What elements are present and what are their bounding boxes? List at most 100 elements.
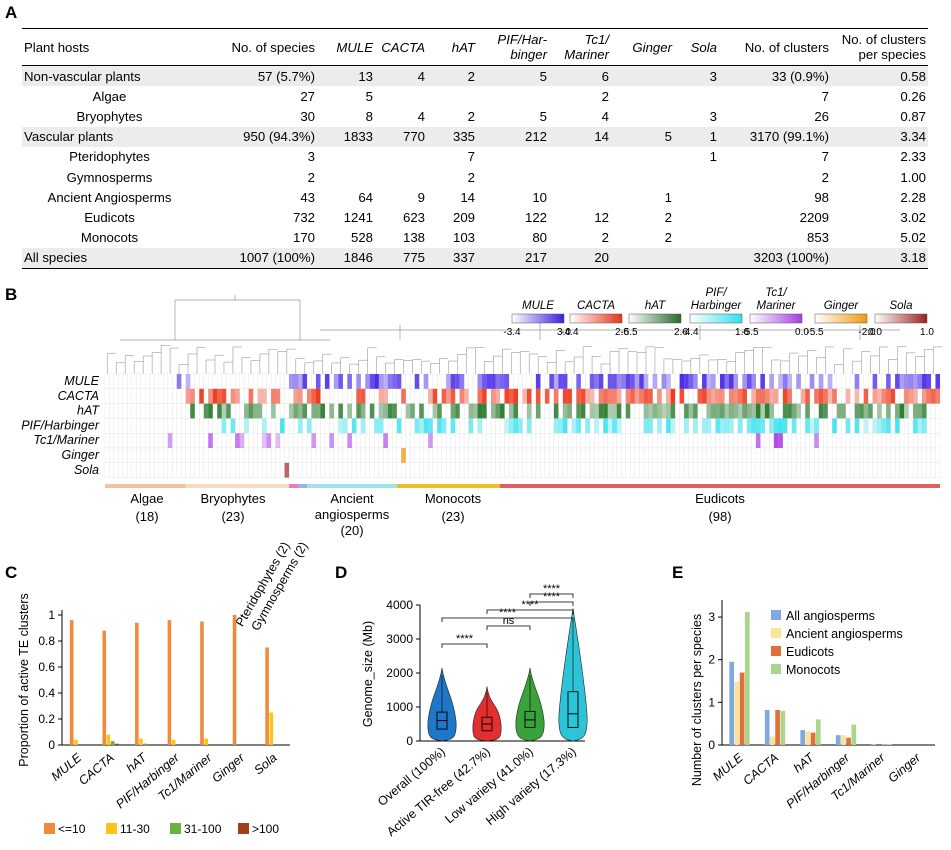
heatmap-cell-active (643, 403, 649, 419)
value-cell: 732 (292, 209, 315, 225)
legend-swatch (44, 823, 55, 834)
x-tick-label: Ginger (885, 750, 923, 785)
y-tick-label: 0.4 (38, 686, 55, 700)
heatmap-cell-active (378, 374, 384, 389)
heatmap-cell-active (607, 388, 613, 404)
heatmap-cell-active (868, 403, 873, 419)
bar (106, 734, 111, 745)
y-tick-label: 3000 (386, 632, 413, 646)
group-bar-segment (500, 484, 940, 488)
header-text: Tc1/ (584, 32, 609, 47)
table-row: Bryophytes 30 8 4 2 5 4 3 26 0.87 (22, 106, 928, 126)
group-bar-segment (298, 484, 308, 488)
x-tick-label: CACTA (740, 751, 781, 788)
value-cell: 103 (452, 230, 475, 246)
heatmap-cell-active (504, 418, 510, 434)
heatmap-cell-active (369, 374, 375, 389)
bar (805, 731, 811, 745)
heatmap-cell-active (657, 388, 662, 404)
heatmap-cell-active (913, 418, 918, 434)
y-tick-label: 0 (48, 738, 55, 752)
heatmap-cell-active (217, 403, 222, 419)
heatmap-cell-active (464, 388, 469, 404)
heatmap-cell-active (553, 374, 559, 389)
value-cell: 5 (365, 88, 373, 104)
panel-label-a: A (5, 3, 18, 22)
heatmap-cell-active (872, 374, 878, 389)
heatmap-cell-active (567, 388, 572, 404)
bar (167, 620, 172, 745)
value-cell: 14 (460, 189, 475, 205)
value-cell: 335 (427, 126, 477, 147)
heatmap-cell-active (293, 374, 299, 389)
panel-label-e: E (672, 563, 684, 582)
heatmap-cell-active (360, 418, 366, 434)
heatmap-cell-active (634, 374, 640, 389)
heatmap-cell-active (378, 388, 384, 404)
heatmap-cell-active (607, 418, 613, 434)
heatmap-cell-active (459, 388, 465, 404)
legend-min: -4.4 (561, 327, 579, 338)
heatmap-cell-active (576, 403, 581, 419)
bar (846, 737, 851, 745)
legend-label: Ancient angiosperms (786, 627, 903, 641)
value-cell: 2 (601, 88, 609, 104)
bar (102, 630, 107, 745)
heatmap-cell-active (257, 403, 263, 419)
heatmap-cell-active (814, 388, 819, 404)
y-axis-label: Genome_size (Mb) (361, 621, 375, 727)
bar (780, 710, 786, 745)
heatmap-cell-active (342, 418, 348, 434)
heatmap-cell-active (657, 418, 662, 434)
heatmap-cell-active (648, 418, 653, 434)
heatmap-cell-active (347, 403, 352, 419)
heatmap-cell-active (625, 374, 631, 389)
value-cell: 2 (821, 169, 829, 185)
heatmap-cell-active (450, 418, 456, 434)
heatmap-cell-active (315, 388, 321, 404)
heatmap-cell-active (338, 418, 343, 434)
heatmap-cell-active (746, 403, 752, 419)
heatmap-cell-active (387, 403, 393, 419)
group-count: (20) (340, 523, 363, 538)
table-row: Vascular plants 950 (94.3%) 1833 770 335 212 1… (22, 126, 928, 147)
significance-label: **** (543, 583, 561, 595)
value-cell: 770 (375, 126, 427, 147)
heatmap-cell-active (526, 403, 532, 419)
heatmap-cell-active (872, 388, 878, 404)
value-cell: 7 (821, 88, 829, 104)
heatmap-cell-active (289, 374, 294, 389)
value-cell: 3.02 (900, 209, 926, 225)
heatmap-cell-active (773, 418, 779, 434)
heatmap-cell-active (253, 403, 258, 419)
bar (135, 622, 139, 745)
heatmap-cell-active (818, 403, 824, 419)
heatmap-cell-active (832, 388, 837, 404)
heatmap-cell-active (908, 388, 914, 404)
heatmap-cell-active (603, 388, 608, 404)
header-cell: CACTA (375, 28, 427, 66)
heatmap-cell-active (410, 403, 415, 419)
heatmap-cell-active (594, 374, 599, 389)
value-cell: 12 (594, 209, 609, 225)
heatmap-cell-active (773, 388, 779, 404)
heatmap-cell-active (307, 418, 312, 434)
group-bar-segment (185, 484, 290, 488)
heatmap-cell-active (711, 388, 716, 404)
heatmap-cell-active (262, 388, 267, 404)
heatmap-cell-active (836, 403, 842, 419)
value-cell: 10 (532, 189, 547, 205)
heatmap-cell-active (805, 388, 810, 404)
heatmap-cell-active (477, 374, 483, 389)
heatmap-cell-active (917, 418, 923, 434)
heatmap-cell-active (787, 388, 792, 404)
heatmap-row-label: hAT (77, 404, 100, 418)
heatmap-cell-active (221, 403, 227, 419)
heatmap-cell-active (199, 388, 204, 404)
heatmap-cell-active (841, 403, 846, 419)
heatmap-cell-active (526, 418, 532, 434)
heatmap-cell-active (742, 403, 747, 419)
group-bar-segment (396, 484, 501, 488)
heatmap-cell-active (657, 403, 662, 419)
